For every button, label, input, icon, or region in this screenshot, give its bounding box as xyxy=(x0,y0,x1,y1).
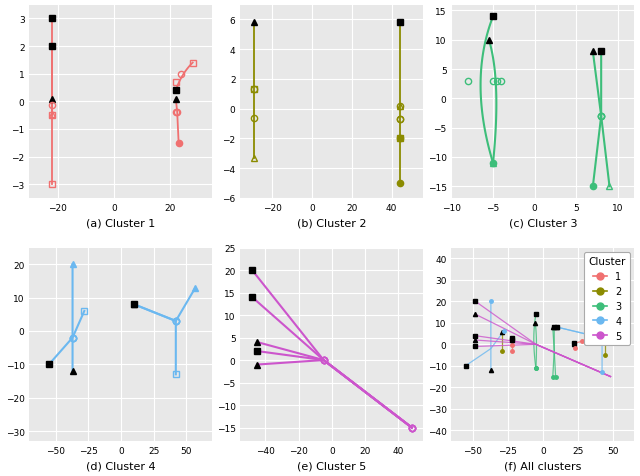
X-axis label: (e) Cluster 5: (e) Cluster 5 xyxy=(298,460,367,470)
Legend: 1, 2, 3, 4, 5: 1, 2, 3, 4, 5 xyxy=(584,253,630,345)
X-axis label: (b) Cluster 2: (b) Cluster 2 xyxy=(297,218,367,228)
X-axis label: (a) Cluster 1: (a) Cluster 1 xyxy=(86,218,156,228)
X-axis label: (f) All clusters: (f) All clusters xyxy=(504,460,582,470)
X-axis label: (d) Cluster 4: (d) Cluster 4 xyxy=(86,460,156,470)
X-axis label: (c) Cluster 3: (c) Cluster 3 xyxy=(509,218,577,228)
